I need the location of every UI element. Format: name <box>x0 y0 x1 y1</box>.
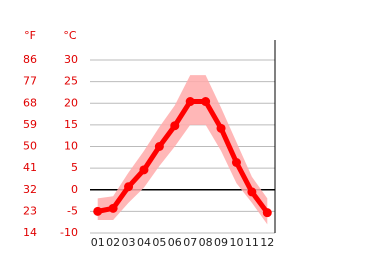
y2-tick-label: 68 <box>23 96 37 109</box>
y2-tick-label: 77 <box>23 75 37 88</box>
x-tick-label: 01 <box>91 236 105 249</box>
mean-point <box>216 123 226 133</box>
x-tick-label: 05 <box>152 236 166 249</box>
mean-point <box>231 158 241 168</box>
y2-tick-label: 59 <box>23 118 37 131</box>
y2-tick-label: 41 <box>23 161 37 174</box>
y-unit-label: °C <box>63 29 77 42</box>
y-tick-label: 15 <box>64 118 78 131</box>
mean-point <box>93 206 103 216</box>
y-tick-label: 5 <box>71 161 78 174</box>
y2-unit-label: °F <box>24 29 36 42</box>
x-tick-label: 03 <box>122 236 136 249</box>
y2-tick-label: 86 <box>23 53 37 66</box>
y-tick-label: 0 <box>71 183 78 196</box>
y-tick-label: 25 <box>64 75 78 88</box>
y-tick-label: -5 <box>67 204 78 217</box>
x-tick-label: 04 <box>137 236 151 249</box>
mean-point <box>201 97 211 107</box>
mean-point <box>170 121 180 131</box>
mean-point <box>154 142 164 151</box>
mean-point <box>247 187 257 197</box>
x-tick-label: 10 <box>229 236 243 249</box>
mean-point <box>108 203 118 213</box>
y2-tick-label: 50 <box>23 140 37 153</box>
mean-point <box>124 182 134 192</box>
mean-point <box>185 97 195 107</box>
y2-tick-label: 14 <box>23 226 37 239</box>
x-tick-label: 09 <box>214 236 228 249</box>
x-tick-label: 02 <box>106 236 120 249</box>
range-area <box>97 75 268 225</box>
y-tick-label: -10 <box>60 226 78 239</box>
y2-tick-label: 32 <box>23 183 37 196</box>
x-tick-label: 08 <box>199 236 213 249</box>
x-tick-label: 06 <box>168 236 182 249</box>
x-tick-label: 12 <box>260 236 274 249</box>
mean-point <box>139 165 149 175</box>
x-tick-label: 11 <box>245 236 259 249</box>
y2-tick-label: 23 <box>23 204 37 217</box>
y-tick-label: 30 <box>64 53 78 66</box>
mean-point <box>262 208 272 218</box>
y-tick-label: 10 <box>64 140 78 153</box>
x-tick-label: 07 <box>183 236 197 249</box>
y-tick-label: 20 <box>64 96 78 109</box>
